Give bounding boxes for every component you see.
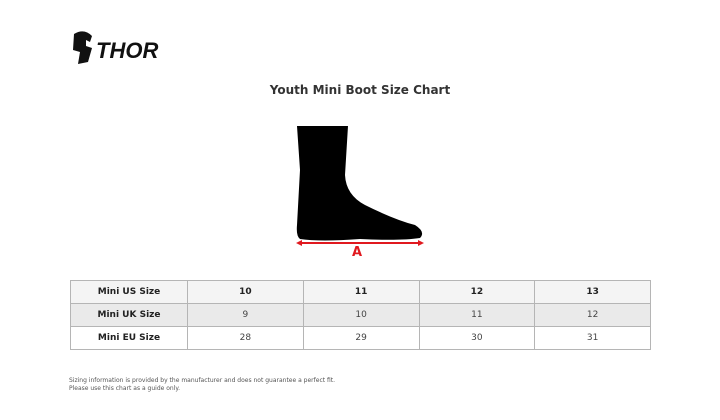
cell: 10 (187, 280, 304, 304)
table-row: Mini US Size 10 11 12 13 (70, 280, 651, 304)
cell: 31 (534, 326, 651, 350)
cell: 11 (418, 303, 536, 327)
svg-text:THOR: THOR (96, 38, 158, 63)
row-header: Mini UK Size (70, 303, 188, 327)
measure-label: A (352, 245, 363, 260)
row-header: Mini EU Size (70, 326, 188, 350)
cell: 29 (302, 326, 420, 350)
cell: 9 (187, 303, 304, 327)
foot-silhouette (296, 126, 423, 241)
size-table: Mini US Size 10 11 12 13 Mini UK Size 9 … (70, 280, 651, 350)
disclaimer-line: Sizing information is provided by the ma… (69, 377, 336, 384)
cell: 30 (418, 326, 536, 350)
table-row: Mini EU Size 28 29 30 31 (70, 326, 651, 350)
row-header: Mini US Size (70, 280, 188, 304)
chart-title: Youth Mini Boot Size Chart (269, 83, 451, 97)
cell: 10 (302, 303, 420, 327)
cell: 28 (187, 326, 304, 350)
cell: 12 (418, 280, 536, 304)
thor-logo: THOR (73, 31, 158, 64)
cell: 12 (534, 303, 651, 327)
cell: 11 (302, 280, 420, 304)
disclaimer-line: Please use this chart as a guide only. (69, 385, 180, 392)
table-row: Mini UK Size 9 10 11 12 (70, 303, 651, 327)
disclaimer: Sizing information is provided by the ma… (69, 377, 335, 393)
cell: 13 (534, 280, 651, 304)
foot-diagram (296, 126, 424, 246)
